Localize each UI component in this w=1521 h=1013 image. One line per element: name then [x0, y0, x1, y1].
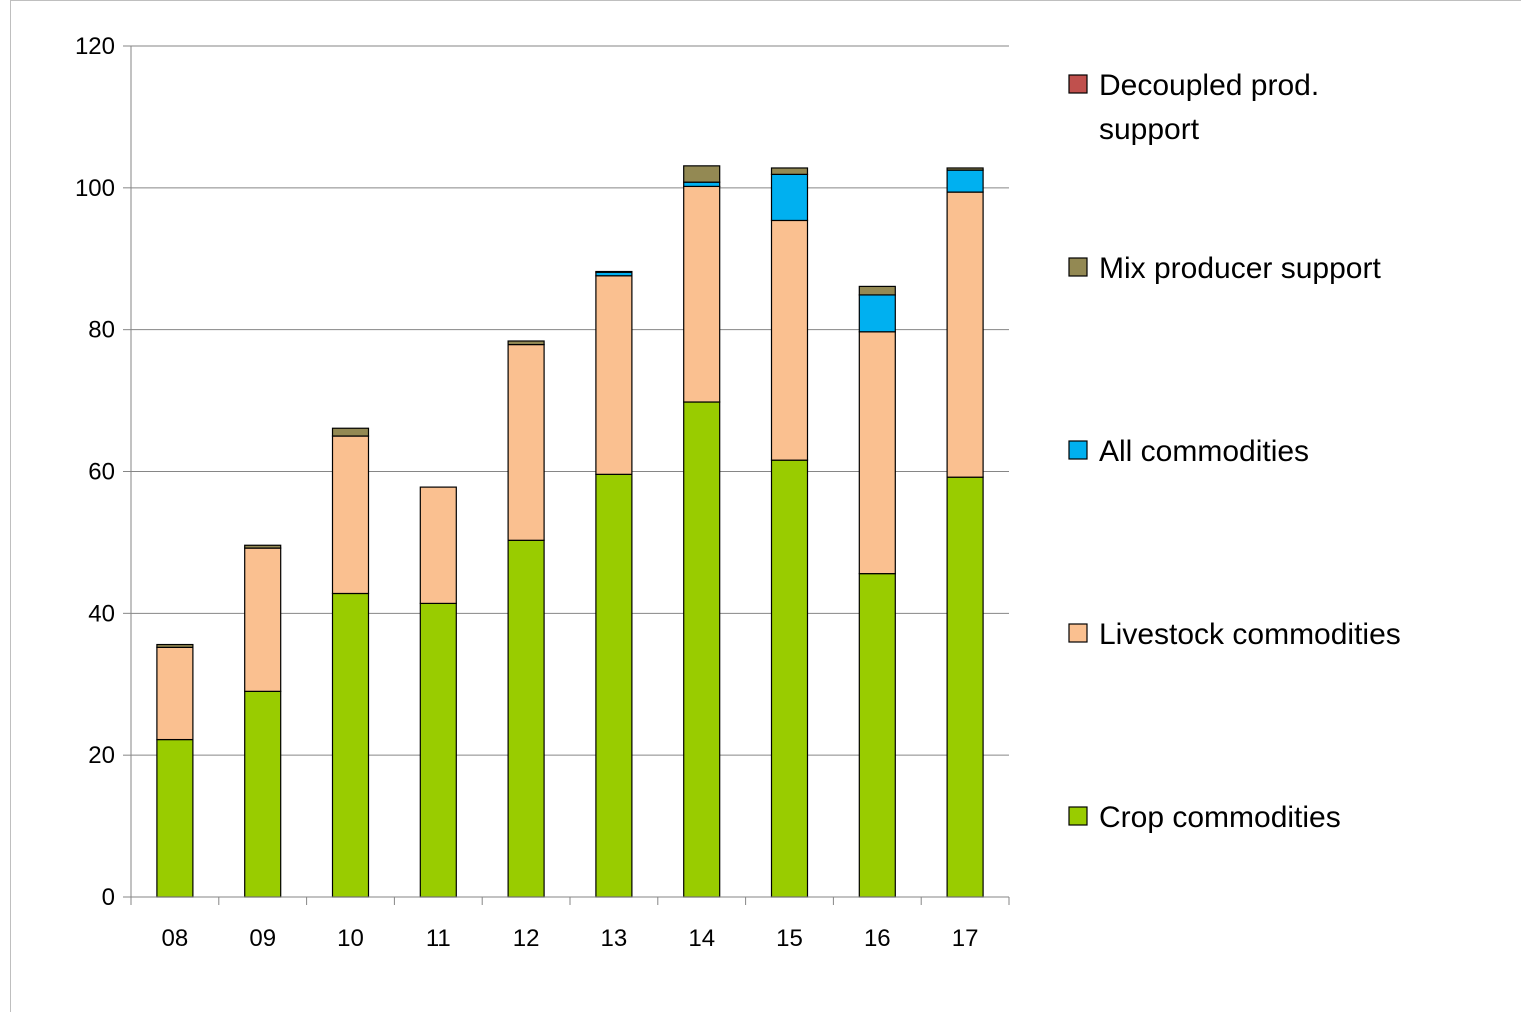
y-tick-label: 100 [75, 175, 115, 202]
bar-15-livestock-commodities [770, 219, 809, 461]
bar-13-mix-producer-support [595, 270, 633, 273]
bar-17-crop-commodities [946, 476, 984, 898]
bar-08-livestock-commodities [156, 646, 194, 741]
bar-16-crop-commodities [858, 573, 896, 898]
bar-10-livestock-commodities [331, 435, 370, 595]
bar-08-crop-commodities [156, 738, 194, 898]
legend-swatch-mix-producer-support [1068, 257, 1088, 277]
legend-label-livestock-commodities: Livestock commodities [1099, 618, 1401, 651]
legend-swatch-livestock-commodities [1068, 623, 1088, 643]
bar-09-mix-producer-support [244, 544, 282, 549]
bar-11-livestock-commodities [419, 486, 457, 605]
bar-15-crop-commodities [770, 459, 809, 898]
x-tick-label-08: 08 [162, 925, 189, 952]
legend-swatch-crop-commodities [1068, 806, 1088, 826]
legend-label-mix-producer-support: Mix producer support [1099, 252, 1381, 285]
bar-16-all-commodities [858, 294, 896, 333]
legend-label-crop-commodities: Crop commodities [1099, 801, 1341, 834]
legend-swatch-decoupled-prod-support [1068, 74, 1088, 94]
bar-09-crop-commodities [244, 690, 282, 898]
bar-17-mix-producer-support [946, 167, 984, 171]
x-tick-label-11: 11 [426, 925, 451, 952]
legend-label-line: support [1099, 113, 1200, 146]
bar-12-mix-producer-support [507, 340, 545, 346]
bars [156, 165, 984, 898]
legend-label-line: Decoupled prod. [1099, 69, 1319, 102]
bar-14-mix-producer-support [683, 165, 721, 183]
y-tick-label: 60 [88, 459, 115, 486]
x-tick-label-10: 10 [337, 925, 364, 952]
y-tick-label: 20 [88, 742, 115, 769]
bar-10-crop-commodities [331, 592, 370, 898]
stacked-bar-chart: 0 20 40 60 80 100 120 08 09 10 11 12 13 14 15 16 17 Deco… [75, 33, 1401, 952]
bar-13-livestock-commodities [595, 275, 633, 475]
bar-15-mix-producer-support [770, 167, 809, 175]
bar-14-all-commodities [683, 181, 721, 188]
chart-frame: 0 20 40 60 80 100 120 08 09 10 11 12 13 14 15 16 17 Deco… [10, 0, 1521, 1012]
legend-swatch-all-commodities [1068, 440, 1088, 460]
y-tick-label: 80 [88, 317, 115, 344]
bar-14-livestock-commodities [683, 185, 721, 403]
axes: 0 20 40 60 80 100 120 08 09 10 11 12 13 14 15 16 17 [75, 33, 1010, 952]
bar-17-livestock-commodities [946, 191, 984, 478]
x-tick-label-14: 14 [688, 925, 715, 952]
bar-11-crop-commodities [419, 602, 457, 898]
y-tick-label: 120 [75, 33, 115, 60]
x-tick-label-13: 13 [601, 925, 628, 952]
x-tick-label-17: 17 [952, 925, 979, 952]
x-tick-label-09: 09 [249, 925, 276, 952]
legend: Decoupled prod. support Mix producer suppo… [1068, 69, 1401, 834]
bar-16-livestock-commodities [858, 331, 896, 575]
bar-15-all-commodities [770, 173, 809, 222]
bar-10-mix-producer-support [331, 427, 370, 437]
y-tick-label: 40 [88, 600, 115, 627]
bar-14-crop-commodities [683, 401, 721, 898]
legend-label-decoupled-prod-support: Decoupled prod. support [1099, 69, 1319, 146]
x-tick-label-15: 15 [776, 925, 803, 952]
x-tick-label-12: 12 [513, 925, 540, 952]
bar-13-crop-commodities [595, 473, 633, 898]
bar-16-mix-producer-support [858, 285, 896, 296]
bar-09-livestock-commodities [244, 547, 282, 692]
x-tick-label-16: 16 [864, 925, 891, 952]
bar-12-livestock-commodities [507, 343, 545, 541]
bar-08-mix-producer-support [156, 643, 194, 648]
bar-12-crop-commodities [507, 539, 545, 898]
legend-label-all-commodities: All commodities [1099, 435, 1309, 468]
bar-17-all-commodities [946, 169, 984, 193]
y-tick-label: 0 [102, 884, 115, 911]
